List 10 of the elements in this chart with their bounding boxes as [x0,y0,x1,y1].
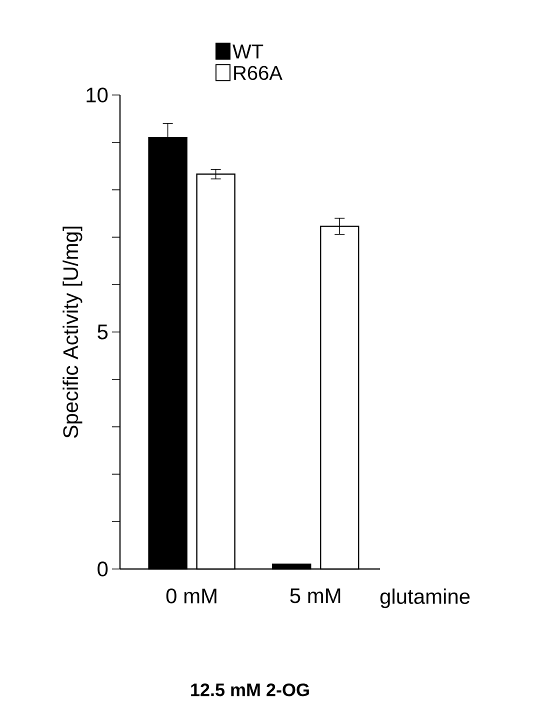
legend-label: R66A [234,66,282,80]
y-axis-title: Specific Activity [U/mg] [62,226,82,438]
legend-label: WT [232,44,264,58]
y-tick-label: 5 [98,324,108,340]
y-tick-label: 10 [86,88,108,102]
x-tick-label: 5 mM [290,588,340,604]
y-tick-label: 0 [98,562,108,576]
x-tick-label: 0 mM [166,588,216,604]
x-axis-title: glutamine [380,588,470,608]
text: 12.5 mM 2-OG [191,683,309,696]
